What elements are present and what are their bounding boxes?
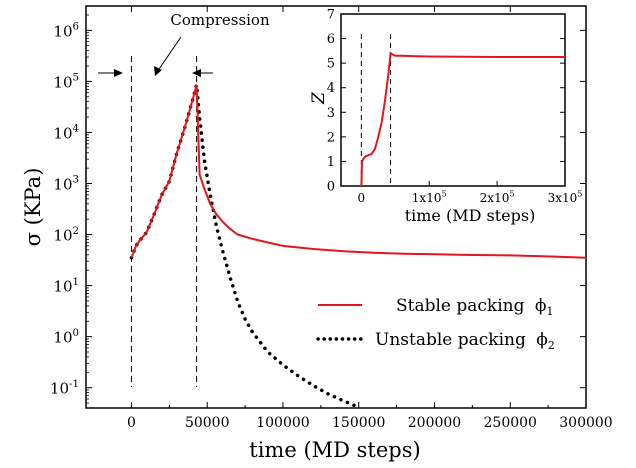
inset-y-tick-label: 7: [327, 8, 335, 23]
inset-y-tick-label: 2: [327, 130, 335, 145]
legend-label-unstable: Unstable packing ϕ2: [375, 330, 555, 352]
inset-y-tick-label: 4: [327, 81, 335, 96]
inset-y-tick-label: 3: [327, 106, 335, 121]
main-series-line: [129, 84, 356, 408]
legend: Stable packing ϕ1 Unstable packing ϕ2: [316, 296, 555, 352]
main-x-tick-label: 300000: [559, 415, 612, 431]
main-y-tick-label: 100: [53, 328, 79, 347]
inset-series: [360, 51, 565, 187]
main-plot-frame: [85, 5, 587, 409]
inset-x-tick-label: 0: [358, 191, 366, 205]
inset-y-tick-label: 0: [327, 180, 335, 195]
inset-x-tick-label: 1x105: [412, 189, 447, 205]
main-series-line: [130, 84, 587, 259]
main-y-tick-label: 10-1: [50, 379, 79, 398]
inset-y-tick-label: 6: [327, 32, 335, 47]
inset-plot: 0 1x105 2x105 3x105 0 1 2 3 4 5 6 7 time (MD steps…: [309, 8, 582, 226]
main-y-tick-label: 102: [53, 226, 79, 245]
inset-plot-frame: [340, 13, 566, 187]
main-x-tick-label: 0: [127, 415, 136, 431]
compression-annotation: Compression: [98, 11, 270, 77]
main-x-tick-label: 50000: [185, 415, 230, 431]
main-y-tick-label: 104: [53, 124, 79, 143]
main-x-tick-label: 200000: [408, 415, 461, 431]
main-x-tick-label: 100000: [256, 415, 309, 431]
main-y-tick-label: 101: [53, 277, 79, 296]
main-y-tick-label: 106: [53, 22, 79, 41]
main-x-ticks: 0 50000 100000 150000 200000 250000 300000: [127, 6, 613, 431]
compression-label: Compression: [170, 11, 270, 29]
right-marker-arrowhead: [192, 69, 201, 77]
compression-arrowhead: [154, 66, 162, 76]
compression-arrow: [156, 36, 182, 73]
main-x-tick-label: 250000: [484, 415, 537, 431]
main-series: [129, 84, 587, 408]
inset-y-tick-label: 5: [327, 57, 335, 72]
inset-y-axis-title: Z: [309, 91, 329, 105]
inset-y-ticks: 0 1 2 3 4 5 6 7: [327, 8, 565, 195]
inset-x-axis-title: time (MD steps): [405, 206, 536, 225]
main-x-axis-title: time (MD steps): [249, 438, 420, 462]
legend-label-stable: Stable packing ϕ1: [396, 296, 554, 318]
inset-series-line: [360, 51, 565, 187]
inset-x-ticks: 0 1x105 2x105 3x105: [358, 181, 583, 205]
main-y-tick-label: 105: [53, 73, 79, 92]
main-x-tick-label: 150000: [332, 415, 385, 431]
main-y-tick-label: 103: [53, 175, 79, 194]
inset-background: [341, 14, 565, 186]
main-vertical-markers: [130, 56, 198, 387]
inset-y-tick-label: 1: [327, 155, 335, 170]
left-marker-arrowhead: [114, 69, 123, 77]
main-plot: 0 50000 100000 150000 200000 250000 300000 10-…: [21, 5, 613, 462]
inset-x-tick-label: 3x105: [548, 189, 583, 205]
inset-x-tick-label: 2x105: [480, 189, 515, 205]
main-y-axis-title: σ (KPa): [21, 168, 45, 247]
